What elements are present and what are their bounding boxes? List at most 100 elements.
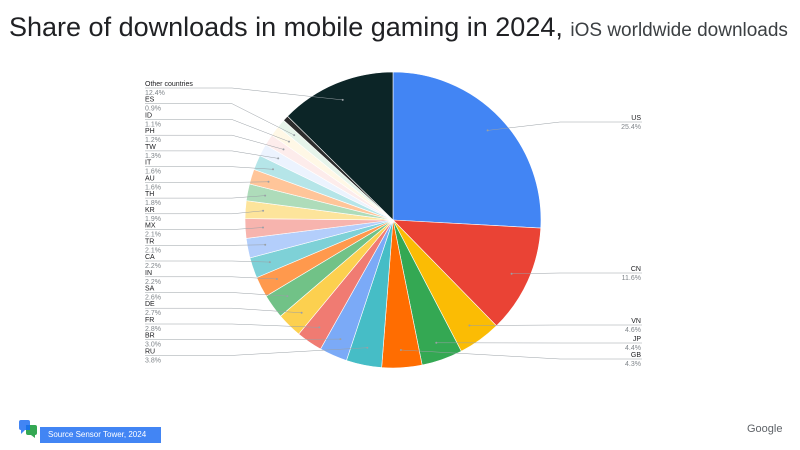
slice-label-us: US (631, 115, 641, 122)
slice-label-vn: VN (631, 318, 641, 325)
slice-value-id: 1.1% (145, 121, 161, 128)
slice-value-fr: 2.8% (145, 326, 161, 333)
leader-line-id (145, 119, 290, 142)
slice-value-vn: 4.6% (625, 327, 641, 334)
slice-other-countries (287, 71, 394, 221)
leader-line-tw (145, 150, 279, 159)
leader-dot-gb (399, 349, 402, 351)
leader-dot-ph (282, 148, 285, 151)
leader-dot-ru (366, 346, 369, 349)
leader-line-ca (145, 260, 270, 263)
slice-value-other-countries: 12.4% (145, 90, 165, 97)
leader-dot-fr (318, 326, 321, 329)
slice-value-ca: 2.2% (145, 263, 161, 270)
leader-dot-mx (262, 226, 264, 229)
slice-label-ca: CA (145, 254, 155, 261)
leader-line-in (145, 276, 277, 280)
slice-value-ru: 3.8% (145, 357, 161, 364)
slice-label-tr: TR (145, 238, 154, 245)
slice-value-tr: 2.1% (145, 247, 161, 254)
slice-label-other-countries: Other countries (145, 81, 193, 88)
slice-value-es: 0.9% (145, 106, 161, 113)
leader-line-au (145, 181, 269, 183)
leader-line-it (145, 166, 274, 170)
leader-dot-de (300, 311, 303, 314)
slice-value-th: 1.8% (145, 200, 161, 207)
slice-label-in: IN (145, 270, 152, 277)
leader-line-ru (145, 347, 368, 356)
leader-line-ph (145, 134, 284, 150)
page-title: Share of downloads in mobile gaming in 2… (9, 9, 788, 49)
leader-line-kr (145, 210, 264, 215)
leader-dot-id (288, 140, 290, 143)
leader-dot-jp (435, 341, 438, 344)
slice-labels: US 25.4% CN 11.6% VN 4.6% JP 4.4%GB 4.3% RU 3.8% BR… (145, 81, 641, 368)
slice-label-it: IT (145, 160, 152, 167)
leader-dot-in (275, 278, 278, 280)
slice-label-br: BR (145, 333, 155, 340)
leader-lines (145, 87, 642, 360)
slice-label-ph: PH (145, 128, 155, 135)
slice-value-mx: 2.1% (145, 232, 161, 239)
slice-label-jp: JP (633, 336, 642, 343)
leader-dot-es (293, 134, 296, 137)
slice-label-au: AU (145, 175, 155, 182)
leader-dot-tr (264, 243, 267, 246)
slice-value-in: 2.2% (145, 279, 161, 286)
leader-line-de (145, 307, 302, 314)
leader-dot-us (486, 129, 489, 132)
slice-value-us: 25.4% (621, 124, 641, 131)
slice-cn (392, 219, 542, 327)
leader-dot-it (272, 168, 274, 171)
slice-label-sa: SA (145, 285, 155, 292)
source-note: Source Sensor Tower, 2024 (40, 427, 161, 443)
leader-line-vn (469, 324, 642, 326)
leader-line-other-countries (145, 87, 343, 101)
slice-us (392, 71, 542, 229)
slice-value-gb: 4.3% (625, 361, 641, 368)
slice-value-it: 1.6% (145, 169, 161, 176)
slice-label-tw: TW (145, 144, 156, 151)
leader-line-sa (145, 292, 288, 297)
leader-line-es (145, 103, 295, 136)
leader-dot-other-countries (341, 98, 344, 101)
leader-line-th (145, 195, 266, 199)
chart-subtitle: iOS worldwide downloads (570, 20, 788, 41)
slice-label-de: DE (145, 301, 155, 308)
leader-line-gb (400, 349, 642, 360)
slice-label-gb: GB (631, 352, 641, 359)
leader-line-fr (145, 323, 320, 328)
leader-line-tr (145, 244, 266, 246)
slice-value-tw: 1.3% (145, 153, 161, 160)
slice-label-th: TH (145, 191, 154, 198)
leader-dot-ca (268, 261, 271, 264)
slice-value-ph: 1.2% (145, 137, 161, 144)
pie-slices (244, 71, 542, 369)
slice-label-kr: KR (145, 207, 155, 214)
slice-value-cn: 11.6% (622, 275, 641, 282)
slice-label-fr: FR (145, 317, 154, 324)
leader-dot-th (264, 194, 267, 197)
leader-line-us (487, 121, 642, 131)
slice-label-es: ES (145, 97, 155, 104)
leader-line-br (145, 338, 341, 340)
leader-dot-cn (510, 272, 513, 275)
chart-title: Share of downloads in mobile gaming in 2… (9, 12, 563, 42)
slice-value-sa: 2.6% (145, 294, 161, 301)
slice-value-kr: 1.9% (145, 216, 161, 223)
leader-dot-vn (468, 324, 471, 327)
slice-value-au: 1.6% (145, 184, 161, 191)
leader-dot-kr (262, 209, 265, 212)
slice-label-id: ID (145, 112, 152, 119)
leader-dot-au (267, 180, 270, 183)
slice-label-cn: CN (631, 266, 641, 273)
leader-line-cn (511, 272, 642, 275)
leader-dot-sa (286, 295, 289, 298)
slice-value-de: 2.7% (145, 310, 161, 317)
slice-value-jp: 4.4% (625, 345, 641, 352)
slice-label-mx: MX (145, 223, 156, 230)
slice-value-br: 3.0% (145, 342, 161, 349)
slice-label-ru: RU (145, 348, 155, 355)
leader-line-mx (145, 227, 264, 230)
